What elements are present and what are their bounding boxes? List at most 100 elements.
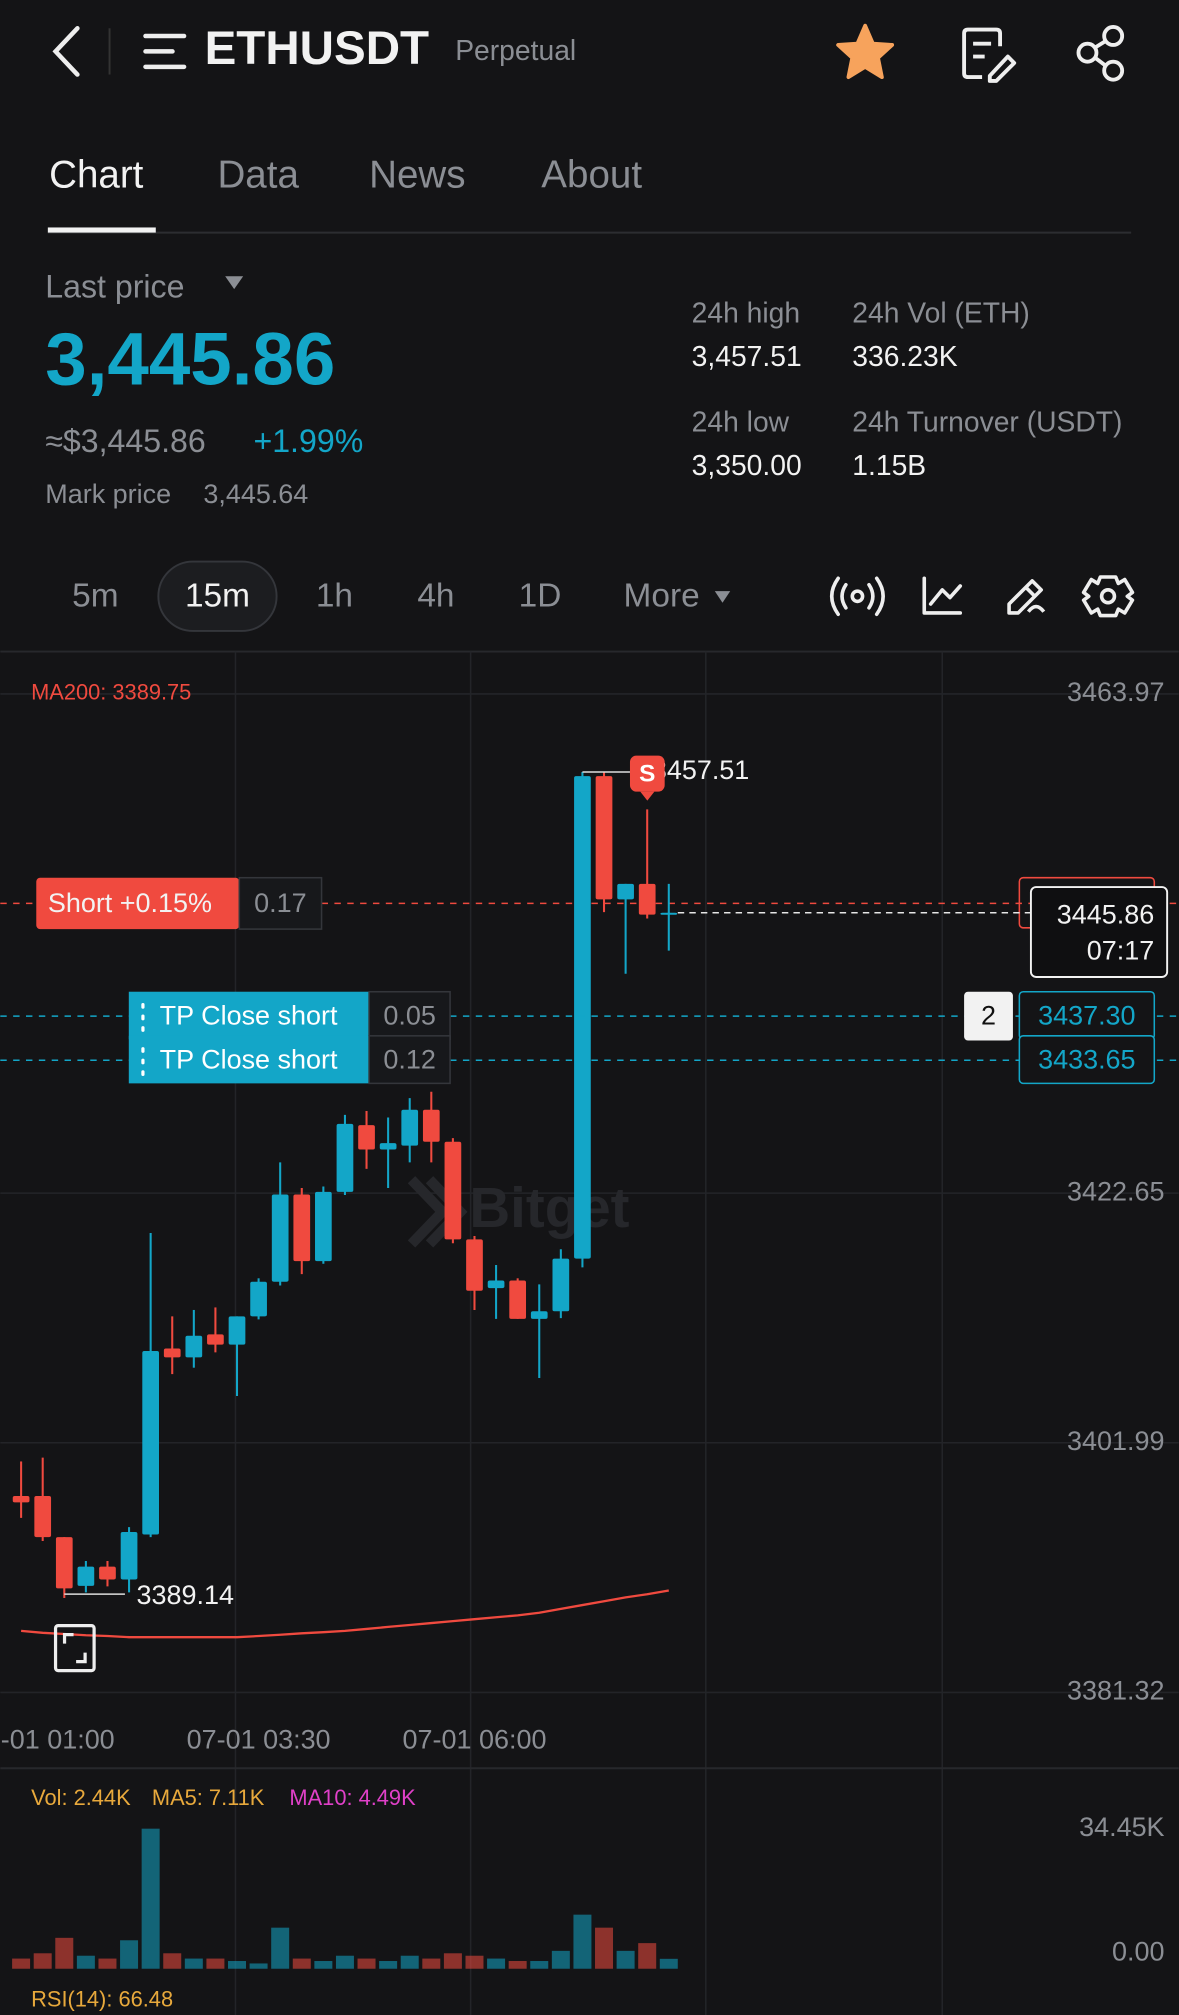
- settings-button[interactable]: [1081, 575, 1135, 618]
- volume-bar: [422, 1958, 441, 1969]
- candle-body: [466, 1239, 483, 1291]
- order-tag[interactable]: [128, 991, 370, 1040]
- interval-active[interactable]: [157, 560, 278, 632]
- candle-body: [55, 1537, 73, 1589]
- position-tag[interactable]: [36, 877, 240, 930]
- volume-bar: [357, 1958, 376, 1969]
- interval[interactable]: 1D: [519, 577, 562, 614]
- order-tag[interactable]: [128, 1035, 370, 1084]
- volume-bar: [335, 1955, 354, 1969]
- interval[interactable]: 5m: [72, 577, 118, 614]
- order-label[interactable]: TP Close short: [160, 1001, 338, 1031]
- tab[interactable]: Data: [217, 154, 299, 197]
- order-count[interactable]: 2: [981, 1001, 996, 1031]
- order-qty[interactable]: 0.05: [383, 1001, 436, 1031]
- symbol[interactable]: ETHUSDT: [205, 22, 429, 75]
- plot: 3463.97 3422.65 3401.99 3381.32 07-01 01:00 0…: [0, 677, 1165, 1969]
- candle-body: [99, 1566, 116, 1580]
- tab[interactable]: News: [369, 154, 465, 197]
- candle-body: [228, 1316, 246, 1345]
- candle-body: [77, 1566, 95, 1586]
- rsi-label: RSI(14): 66.48: [31, 1987, 173, 2012]
- watermark: Bitget: [469, 1176, 629, 1239]
- order-qty-box[interactable]: [368, 990, 451, 1041]
- ma200-line: [21, 1589, 669, 1639]
- volume-bar: [292, 1958, 311, 1969]
- dropdown-arrow[interactable]: [225, 276, 244, 290]
- volume-bar: [573, 1914, 592, 1969]
- volume-bar: [400, 1955, 419, 1969]
- dropdown-arrow[interactable]: [714, 591, 731, 603]
- volume-bar: [271, 1927, 290, 1969]
- last-price: 3,445.86: [45, 318, 335, 401]
- stat-value: 1.15B: [852, 449, 926, 481]
- signal-label: S: [639, 760, 655, 787]
- x-tick-label: 07-01 01:00: [0, 1724, 115, 1754]
- share-button[interactable]: [1076, 25, 1125, 82]
- candle-body: [574, 776, 591, 1259]
- order-count-badge[interactable]: [964, 991, 1013, 1041]
- notes-button[interactable]: [962, 27, 1017, 83]
- fullscreen-button[interactable]: [53, 1624, 96, 1673]
- indicator-button[interactable]: [922, 576, 963, 615]
- y-tick-label: 3401.99: [1067, 1426, 1165, 1456]
- last-price-label[interactable]: Last price: [45, 269, 184, 305]
- stat-value: 336.23K: [852, 340, 957, 372]
- volume-tick-label: 0.00: [1112, 1936, 1165, 1966]
- volume-bar: [659, 1958, 678, 1969]
- volume-bar: [12, 1958, 31, 1969]
- contract-type: Perpetual: [455, 34, 576, 66]
- x-tick-label: 07-01 03:30: [187, 1724, 331, 1754]
- candle-body: [660, 912, 678, 915]
- signal-marker[interactable]: [629, 755, 665, 792]
- broadcast-button[interactable]: [829, 576, 885, 617]
- position-qty-box[interactable]: [238, 876, 323, 930]
- interval[interactable]: 4h: [417, 577, 454, 614]
- candle-body: [185, 1335, 203, 1358]
- stat-label: 24h high: [692, 296, 800, 328]
- candle-body: [358, 1125, 375, 1150]
- interval[interactable]: 15m: [185, 577, 250, 614]
- volume-bar: [33, 1953, 52, 1969]
- candle-body: [293, 1194, 311, 1262]
- order-label[interactable]: TP Close short: [160, 1045, 338, 1075]
- volume-bar: [55, 1937, 74, 1969]
- volume-tick-label: 34.45K: [1079, 1812, 1164, 1842]
- stat-value: 3,457.51: [692, 340, 802, 372]
- low-label: 3389.14: [137, 1580, 235, 1610]
- volume-bar: [228, 1961, 246, 1969]
- candle-body: [595, 776, 613, 900]
- interval[interactable]: More: [624, 577, 700, 614]
- favorite-star[interactable]: [836, 23, 895, 80]
- y-tick-label: 3422.65: [1067, 1176, 1165, 1206]
- menu-button[interactable]: [143, 33, 187, 70]
- volume-bar: [206, 1958, 225, 1969]
- order-qty-box[interactable]: [368, 1035, 451, 1085]
- volume-bar: [120, 1940, 139, 1969]
- volume-bar: [76, 1955, 95, 1969]
- position-label[interactable]: Short +0.15%: [48, 888, 212, 918]
- candle-body: [120, 1532, 138, 1580]
- last-price-tag: [1029, 886, 1169, 978]
- tab[interactable]: Chart: [49, 154, 144, 197]
- back-button[interactable]: [52, 26, 80, 77]
- volume-bar: [98, 1958, 117, 1969]
- order-qty[interactable]: 0.12: [383, 1045, 436, 1075]
- position-qty[interactable]: 0.17: [254, 888, 307, 918]
- tab-underline: [47, 227, 156, 233]
- candle-body: [509, 1280, 527, 1319]
- ma5-label: MA5: 7.11K: [152, 1785, 265, 1810]
- candle-body: [12, 1496, 30, 1503]
- ma-label: MA200: 3389.75: [31, 680, 191, 705]
- y-tick-label: 3381.32: [1067, 1676, 1165, 1706]
- last-price-label: 3445.86: [1057, 900, 1155, 930]
- y-tick-label: 3463.97: [1067, 677, 1165, 707]
- stat-label: 24h Turnover (USDT): [852, 406, 1122, 438]
- high-label: 3457.51: [652, 755, 750, 785]
- draw-button[interactable]: [1007, 579, 1046, 615]
- tab[interactable]: About: [541, 154, 642, 197]
- candle-body: [315, 1191, 332, 1262]
- volume-bar: [443, 1953, 462, 1969]
- volume-bar: [465, 1955, 484, 1969]
- interval[interactable]: 1h: [316, 577, 353, 614]
